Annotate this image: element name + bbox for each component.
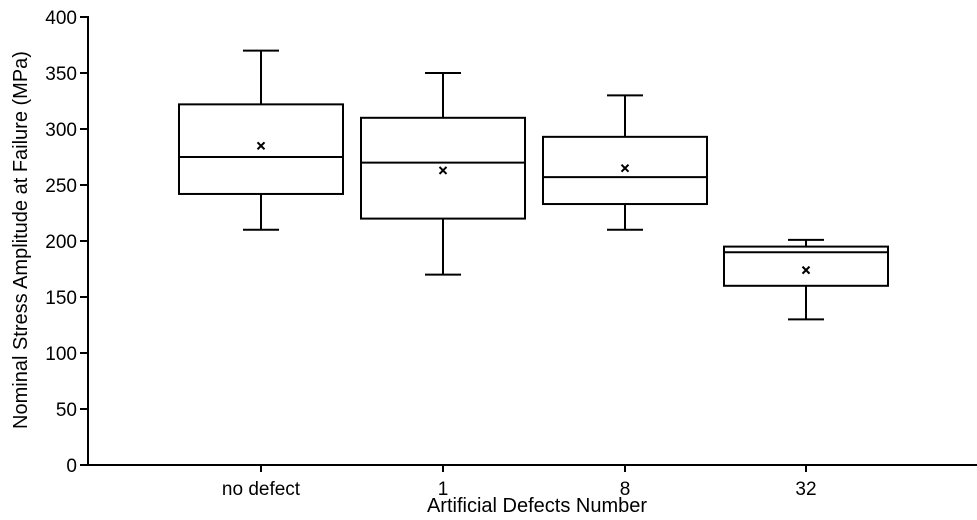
x-axis: no defect 1 8 32 (88, 464, 977, 500)
iqr-box (178, 103, 344, 195)
mean-marker (620, 163, 630, 173)
box-group (723, 238, 889, 321)
y-tick-label: 300 (45, 120, 77, 141)
y-axis: 0 50 100 150 200 250 300 350 400 (45, 8, 89, 477)
y-tick-label: 50 (56, 400, 77, 421)
x-axis-title: Artificial Defects Number (427, 495, 647, 517)
box-group (360, 72, 526, 276)
y-tick-label: 150 (45, 288, 77, 309)
iqr-box (542, 135, 708, 206)
box-group (542, 94, 708, 231)
mean-marker (801, 265, 811, 275)
box-series (178, 49, 889, 321)
box-group (178, 49, 344, 231)
y-tick-label: 0 (66, 456, 77, 477)
y-tick-label: 200 (45, 232, 77, 253)
y-tick-label: 350 (45, 64, 77, 85)
y-tick-label: 100 (45, 344, 77, 365)
mean-marker (438, 166, 448, 175)
y-axis-title: Nominal Stress Amplitude at Failure (MPa… (10, 51, 32, 429)
x-tick-label: 1 (438, 479, 449, 500)
x-tick-label: no defect (222, 479, 301, 500)
y-tick-label: 400 (45, 8, 77, 29)
mean-marker (256, 141, 266, 151)
x-tick-label: 8 (620, 479, 631, 500)
y-tick-label: 250 (45, 176, 77, 197)
x-tick-label: 32 (795, 479, 816, 500)
iqr-box (360, 116, 526, 220)
